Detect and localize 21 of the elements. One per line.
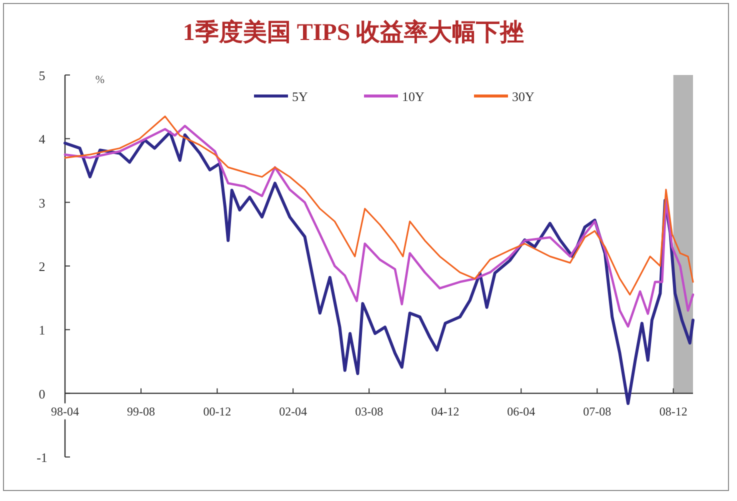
- y-tick-label: 5: [38, 68, 46, 83]
- legend-label: 30Y: [512, 89, 535, 104]
- chart-title: 1季度美国 TIPS 收益率大幅下挫: [182, 18, 524, 46]
- x-tick-label: 00-12: [203, 404, 232, 418]
- x-tick-label: 06-04: [507, 404, 536, 418]
- legend-label: 5Y: [292, 89, 308, 104]
- y-axis-title: %: [95, 74, 105, 86]
- y-tick-label: 4: [38, 132, 46, 147]
- x-tick-label: 99-08: [127, 404, 156, 418]
- x-tick-label: 08-12: [659, 404, 688, 418]
- legend-label: 10Y: [402, 89, 425, 104]
- y-tick-label: 3: [38, 195, 46, 210]
- x-tick-label: 98-04: [51, 404, 79, 418]
- y-tick-label: 1: [38, 322, 46, 338]
- x-tick-label: 04-12: [431, 404, 460, 418]
- y-tick-label: 0: [38, 386, 46, 402]
- y-tick-label: -1: [36, 450, 48, 465]
- y-tick-label: 2: [38, 259, 46, 274]
- x-tick-label: 03-08: [355, 404, 384, 418]
- x-tick-label: 02-04: [279, 404, 308, 418]
- x-tick-label: 07-08: [583, 404, 612, 418]
